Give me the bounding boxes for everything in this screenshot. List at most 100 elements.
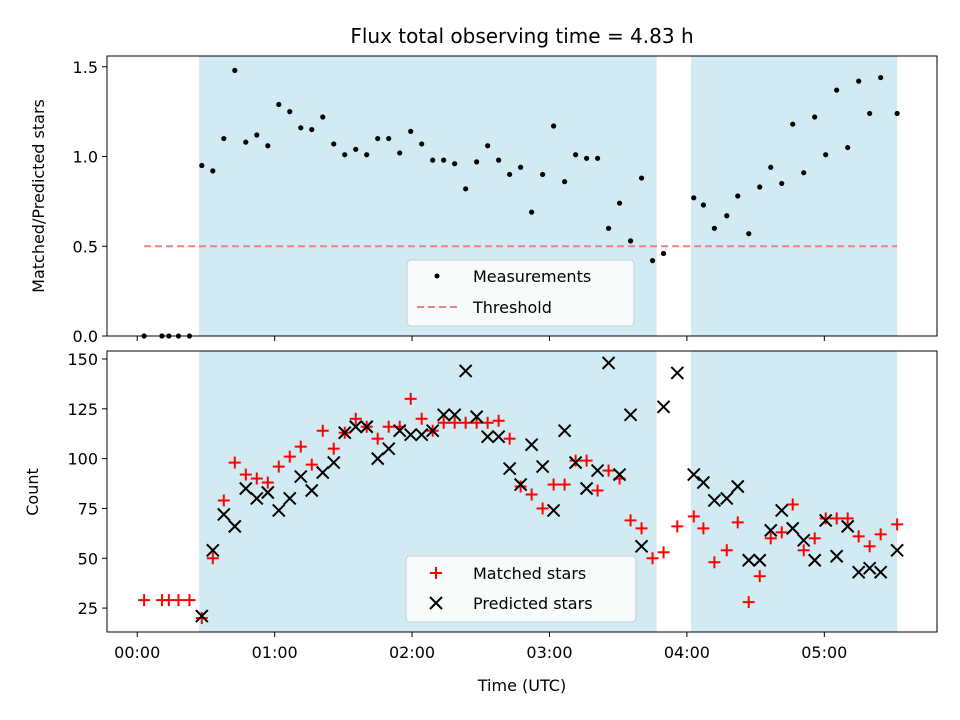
bottom-panel: 25 50 75 100 125 150 00:00 01:00 02:00 03:00 04:0… (23, 350, 938, 695)
matched-star-point (382, 420, 395, 433)
top-plot-marks (141, 67, 900, 339)
matched-star-point (697, 522, 710, 535)
legend-predicted-label: Predicted stars (473, 594, 593, 613)
matched-star-point (316, 424, 329, 437)
matched-star-point (195, 612, 208, 625)
matched-star-point (635, 522, 648, 535)
predicted-star-point (656, 400, 671, 414)
predicted-star-point (524, 437, 539, 452)
x-tick-label: 00:00 (114, 643, 160, 662)
matched-star-point (708, 556, 721, 569)
matched-star-point (183, 594, 196, 607)
measurement-point (660, 250, 667, 257)
predicted-star-point (403, 427, 418, 442)
measurement-point (724, 213, 730, 219)
matched-star-point (404, 392, 417, 405)
matched-star-point (481, 416, 494, 429)
top-legend: Measurements Threshold (406, 259, 635, 327)
top-y-axis-label: Matched/Predicted stars (29, 99, 48, 293)
matched-star-point (327, 442, 340, 455)
predicted-star-point (206, 543, 220, 557)
matched-star-point (536, 502, 549, 515)
matched-star-point (138, 594, 151, 607)
matched-star-point (525, 488, 538, 501)
bottom-y-tick-label: 75 (78, 499, 98, 518)
bottom-y-tick-label: 50 (78, 549, 98, 568)
top-y-tick-label: 0.0 (73, 327, 98, 346)
legend-measurements-marker (434, 273, 440, 279)
x-tick-label: 05:00 (801, 643, 847, 662)
matched-star-point (602, 464, 615, 477)
matched-star-point (349, 412, 362, 425)
predicted-star-point (623, 408, 638, 422)
predicted-star-point (731, 479, 745, 494)
measurement-point (265, 143, 271, 149)
measurement-point (801, 170, 807, 176)
top-panel: 0.0 0.5 1.0 1.5 Flux total observing time =… (29, 24, 938, 346)
matched-star-point (786, 498, 799, 511)
predicted-star-point (217, 507, 231, 522)
predicted-star-point (513, 477, 528, 492)
matched-star-point (687, 510, 700, 523)
predicted-star-point (579, 481, 594, 496)
predicted-star-point (305, 483, 319, 498)
legend-matched-marker (430, 567, 442, 579)
matched-star-point (448, 416, 461, 429)
legend-threshold-label: Threshold (472, 298, 552, 317)
predicted-star-point (634, 539, 649, 554)
measurement-point (700, 202, 706, 208)
matched-star-point (874, 528, 887, 541)
predicted-star-point (535, 459, 550, 474)
top-y-tick-label: 1.5 (73, 58, 98, 77)
matched-star-point (514, 480, 527, 493)
matched-star-point (764, 532, 777, 545)
predicted-star-point (381, 441, 396, 456)
measurement-point (452, 161, 458, 167)
matched-star-point (852, 530, 865, 543)
measurement-point (386, 135, 392, 142)
matched-star-point (503, 432, 516, 445)
predicted-star-point (851, 565, 866, 579)
predicted-star-point (414, 427, 429, 442)
measurement-point (790, 121, 796, 127)
measurement-point (605, 225, 612, 231)
measurement-point (845, 144, 851, 151)
matched-star-point (580, 454, 593, 467)
measurement-point (616, 200, 623, 206)
matched-star-point (206, 552, 219, 565)
bottom-y-tick-label: 25 (78, 599, 98, 618)
matched-star-point (646, 552, 659, 565)
x-tick-label: 01:00 (252, 643, 298, 662)
measurement-point (485, 143, 491, 149)
predicted-star-point (425, 424, 440, 438)
x-tick-label: 02:00 (389, 643, 435, 662)
measurement-point (757, 184, 763, 190)
measurement-point (342, 152, 348, 158)
predicted-star-point (195, 609, 209, 623)
matched-star-point (547, 478, 560, 491)
bottom-y-ticks: 25 50 75 100 125 150 (67, 350, 107, 618)
predicted-star-point (829, 549, 844, 563)
measurement-point (430, 157, 436, 163)
predicted-star-point (491, 429, 506, 444)
predicted-star-point (239, 481, 253, 496)
predicted-star-point (458, 364, 473, 378)
measurement-point (210, 168, 216, 174)
predicted-star-point (720, 491, 734, 506)
matched-star-point (624, 514, 637, 527)
bottom-y-axis-label: Count (23, 468, 42, 516)
matched-star-point (459, 416, 472, 429)
matched-star-point (492, 414, 505, 427)
matched-star-point (720, 544, 733, 557)
matched-star-point (797, 544, 810, 557)
legend-matched-label: Matched stars (473, 564, 586, 583)
predicted-star-point (696, 475, 711, 490)
top-axes-frame (106, 55, 938, 337)
predicted-star-point (601, 356, 616, 370)
predicted-star-point (764, 523, 778, 538)
predicted-star-point (447, 408, 462, 422)
predicted-star-point (338, 426, 352, 440)
bottom-plot-marks (138, 356, 904, 625)
measurement-point (627, 238, 634, 244)
